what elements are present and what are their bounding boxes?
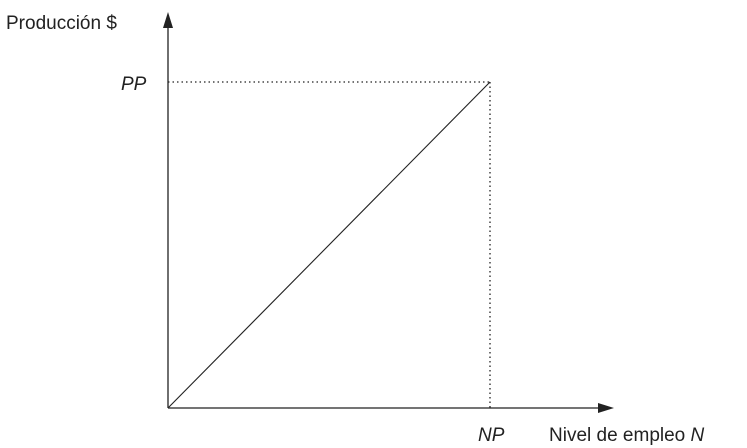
np-label: NP [478, 425, 505, 446]
production-line [167, 81, 491, 409]
pp-label: PP [121, 74, 147, 95]
y-axis-label: Producción $ [6, 13, 117, 34]
x-axis-label-variable: N [691, 425, 705, 446]
x-axis-arrowhead [598, 403, 614, 413]
x-axis-label-prefix: Nivel de empleo [549, 425, 691, 446]
x-axis-label: Nivel de empleo N [549, 425, 705, 446]
y-axis-arrowhead [163, 12, 173, 28]
